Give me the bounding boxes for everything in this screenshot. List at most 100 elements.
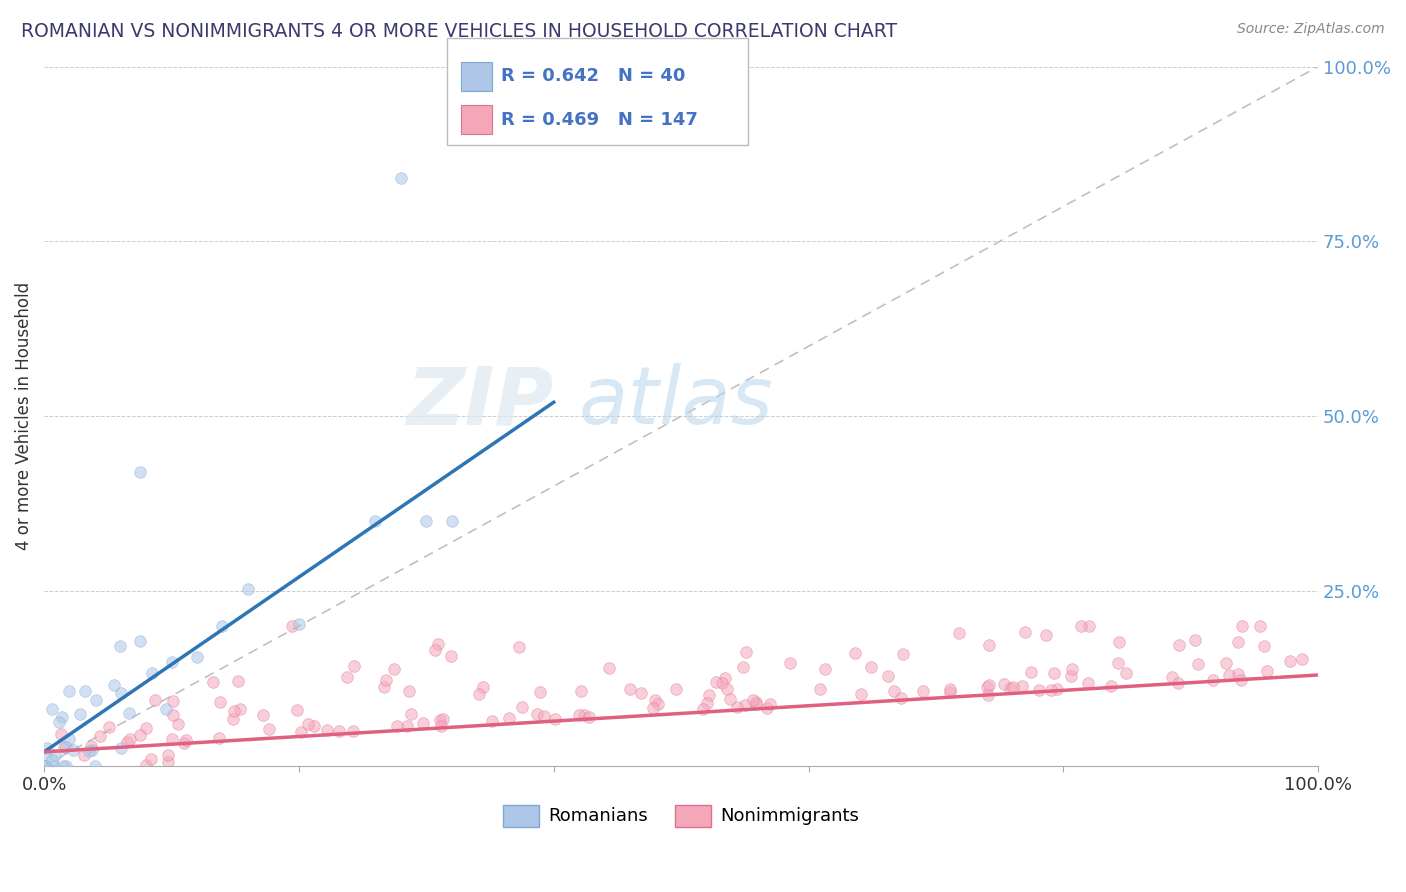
Point: [128, 728, 150, 742]
Point: [1035, 628, 1057, 642]
Point: [1168, 638, 1191, 652]
Point: [429, 713, 451, 727]
Point: [731, 659, 754, 673]
Point: [110, 639, 132, 653]
Point: [976, 680, 998, 694]
Point: [647, 697, 669, 711]
Point: [430, 719, 453, 733]
Point: [808, 681, 831, 696]
Point: [948, 626, 970, 640]
Point: [336, 670, 359, 684]
Point: [208, 731, 231, 746]
Text: atlas: atlas: [579, 363, 773, 442]
Point: [1099, 679, 1122, 693]
Point: [427, 637, 450, 651]
Point: [49, 727, 72, 741]
Point: [977, 688, 1000, 702]
Point: [1167, 676, 1189, 690]
Point: [55, 740, 77, 755]
Point: [725, 700, 748, 714]
Point: [412, 716, 434, 731]
Point: [993, 677, 1015, 691]
Point: [745, 695, 768, 709]
Text: Source: ZipAtlas.com: Source: ZipAtlas.com: [1237, 22, 1385, 37]
Point: [297, 716, 319, 731]
Point: [281, 619, 304, 633]
Point: [713, 671, 735, 685]
Point: [398, 684, 420, 698]
Point: [755, 700, 778, 714]
Point: [1226, 667, 1249, 681]
Point: [120, 731, 142, 746]
Point: [288, 616, 311, 631]
Point: [1201, 673, 1223, 688]
Point: [48, 714, 70, 729]
Point: [939, 681, 962, 696]
Point: [41, 753, 63, 767]
Point: [1279, 654, 1302, 668]
Point: [35, 759, 58, 773]
Point: [758, 697, 780, 711]
Point: [186, 649, 208, 664]
Point: [844, 646, 866, 660]
Point: [35, 747, 58, 762]
Point: [533, 708, 555, 723]
Point: [498, 711, 520, 725]
Point: [891, 647, 914, 661]
Point: [395, 718, 418, 732]
Point: [814, 662, 837, 676]
Point: [912, 684, 935, 698]
Point: [1070, 619, 1092, 633]
Point: [166, 716, 188, 731]
Point: [364, 514, 387, 528]
Point: [598, 661, 620, 675]
Point: [890, 691, 912, 706]
Point: [236, 582, 259, 597]
Point: [432, 712, 454, 726]
Point: [711, 675, 734, 690]
Point: [373, 681, 395, 695]
Point: [544, 712, 567, 726]
Y-axis label: 4 or more Vehicles in Household: 4 or more Vehicles in Household: [15, 282, 32, 550]
Point: [735, 645, 758, 659]
Point: [1060, 663, 1083, 677]
Point: [162, 694, 184, 708]
Point: [73, 747, 96, 762]
Point: [343, 659, 366, 673]
Point: [141, 752, 163, 766]
Point: [135, 757, 157, 772]
Point: [162, 708, 184, 723]
Point: [58, 732, 80, 747]
Point: [103, 678, 125, 692]
Point: [209, 695, 232, 709]
Point: [257, 723, 280, 737]
Point: [226, 674, 249, 689]
Point: [1046, 682, 1069, 697]
Legend: Romanians, Nonimmigrants: Romanians, Nonimmigrants: [496, 797, 866, 834]
Point: [977, 638, 1000, 652]
Point: [221, 713, 243, 727]
Point: [1249, 619, 1271, 633]
Point: [342, 723, 364, 738]
Point: [1028, 683, 1050, 698]
Point: [290, 724, 312, 739]
Text: ZIP: ZIP: [406, 363, 554, 442]
Point: [222, 705, 245, 719]
Point: [51, 710, 73, 724]
Point: [328, 723, 350, 738]
Point: [374, 673, 396, 687]
Point: [302, 718, 325, 732]
Point: [481, 714, 503, 728]
Point: [110, 740, 132, 755]
Point: [135, 722, 157, 736]
Point: [82, 743, 104, 757]
Point: [160, 731, 183, 746]
Point: [704, 675, 727, 690]
Point: [529, 684, 551, 698]
Point: [696, 696, 718, 710]
Point: [110, 686, 132, 700]
Point: [156, 756, 179, 770]
Point: [128, 634, 150, 648]
Point: [41, 702, 63, 716]
Point: [1230, 673, 1253, 687]
